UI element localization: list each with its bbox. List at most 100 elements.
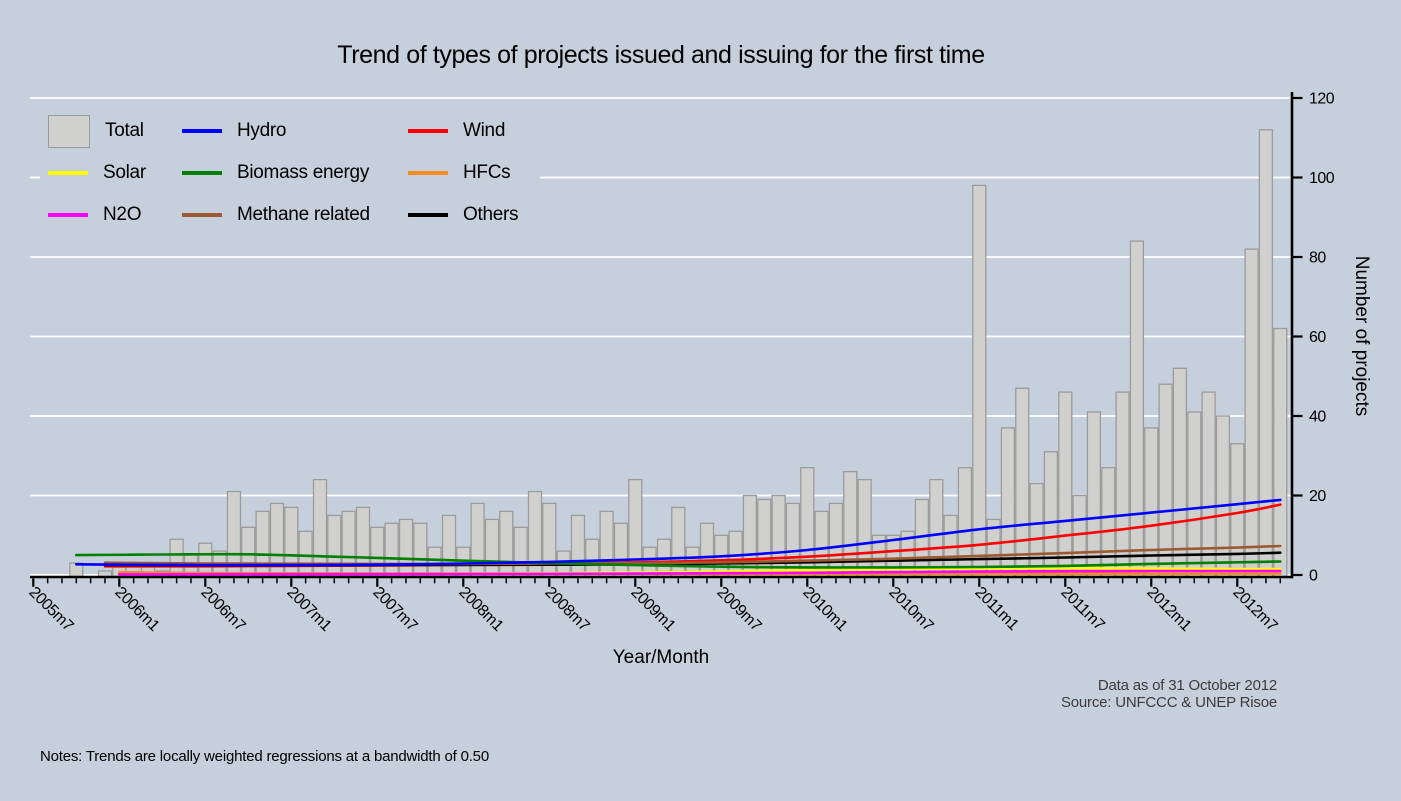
total-bar	[484, 518, 500, 578]
trend-line-hydro	[75, 498, 1282, 567]
y-tick-label: 60	[1309, 329, 1326, 346]
total-bar	[1115, 391, 1130, 578]
x-tick-label: 2010m1	[799, 584, 850, 635]
legend-swatch-line-solar	[48, 171, 88, 175]
total-bar	[1258, 129, 1274, 578]
source-block: Data as of 31 October 2012 Source: UNFCC…	[1060, 677, 1277, 711]
source-text: Source: UNFCCC & UNEP Risoe	[1060, 693, 1277, 711]
x-tick-label: 2010m7	[885, 584, 936, 635]
legend-item-n2o: N2O	[48, 204, 182, 226]
legend-label-hfcs: HFCs	[463, 162, 511, 183]
legend-swatch-line-others	[408, 213, 448, 217]
total-bar	[742, 494, 758, 578]
x-tick-label: 2008m7	[541, 584, 592, 635]
legend-label-solar: Solar	[103, 162, 146, 183]
legend-item-biomass-energy: Biomass energy	[182, 162, 408, 184]
total-bar	[1101, 467, 1116, 578]
total-bar	[1058, 391, 1073, 578]
y-tick-label: 20	[1309, 488, 1326, 505]
legend-label-n2o: N2O	[103, 204, 142, 225]
total-bar	[1244, 248, 1259, 578]
legend-swatch-line-hydro	[182, 129, 222, 133]
total-bar	[341, 510, 356, 578]
y-tick-label: 120	[1309, 91, 1335, 108]
total-bar	[1029, 482, 1044, 578]
total-bar	[1230, 443, 1245, 578]
total-bar	[169, 538, 184, 578]
legend-item-solar: Solar	[48, 162, 182, 184]
legend-item-others: Others	[408, 204, 548, 226]
legend-label-others: Others	[463, 204, 519, 225]
legend-item-methane-related: Methane related	[182, 204, 408, 226]
trend-line-n2o	[118, 569, 1282, 576]
total-bar	[585, 538, 600, 578]
total-bar	[785, 502, 801, 578]
total-bar	[1158, 383, 1173, 578]
total-bar	[1172, 367, 1188, 578]
total-bar	[241, 526, 256, 578]
total-bar	[1015, 387, 1030, 578]
legend-swatch-box-total	[48, 114, 90, 148]
x-tick-label: 2011m7	[1057, 584, 1107, 634]
legend-swatch-line-biomass-energy	[182, 171, 222, 175]
legend-swatch-line-hfcs	[408, 171, 448, 175]
total-bar	[757, 498, 772, 578]
total-bar	[298, 530, 313, 578]
legend-label-hydro: Hydro	[237, 120, 287, 141]
total-bar	[1273, 327, 1288, 578]
legend-item-wind: Wind	[408, 120, 548, 142]
total-bar	[327, 514, 342, 578]
y-axis-title: Number of projects	[1351, 256, 1372, 417]
x-tick-label: 2008m1	[455, 584, 506, 635]
legend-label-wind: Wind	[463, 120, 506, 141]
legend-label-biomass-energy: Biomass energy	[237, 162, 370, 183]
total-bar	[499, 510, 514, 578]
data-as-of-text: Data as of 31 October 2012	[1097, 677, 1277, 694]
total-bar	[570, 514, 586, 578]
y-tick-label: 80	[1309, 250, 1326, 267]
legend-item-hydro: Hydro	[182, 120, 408, 142]
y-tick-label: 40	[1309, 409, 1326, 426]
total-bar	[771, 494, 786, 578]
total-bar	[613, 522, 629, 578]
x-tick-label: 2005m7	[25, 584, 76, 635]
legend-item-hfcs: HFCs	[408, 162, 548, 184]
total-bar	[972, 184, 987, 578]
x-tick-label: 2009m7	[713, 584, 764, 635]
legend-label-methane-related: Methane related	[237, 204, 370, 225]
y-tick-label: 100	[1309, 170, 1335, 187]
x-tick-label: 2007m7	[369, 584, 420, 635]
total-bar	[441, 514, 457, 578]
x-tick-label: 2006m1	[111, 584, 162, 635]
total-bar	[828, 502, 844, 578]
trend-line-biomass-energy	[75, 552, 1282, 569]
legend-label-total: Total	[105, 120, 144, 141]
legend: Total Hydro Wind Solar Biomass energy HFCs N2O…	[40, 104, 540, 234]
total-bar	[599, 510, 614, 578]
total-bar	[370, 526, 385, 578]
notes-text: Notes: Trends are locally weighted regre…	[40, 748, 489, 765]
total-bar	[413, 522, 428, 578]
x-tick-label: 2012m7	[1229, 584, 1280, 635]
x-tick-label: 2006m7	[197, 584, 248, 635]
x-axis-title: Year/Month	[612, 647, 710, 668]
legend-swatch-line-methane-related	[182, 213, 222, 217]
total-bar	[384, 522, 399, 578]
legend-swatch-line-n2o	[48, 213, 88, 217]
total-bar	[312, 478, 328, 578]
y-tick-label: 0	[1309, 568, 1318, 585]
x-tick-label: 2012m1	[1143, 584, 1194, 635]
total-bar	[1187, 411, 1202, 578]
legend-swatch-line-wind	[408, 129, 448, 133]
trend-line-methane-related	[103, 544, 1282, 566]
total-bar	[513, 526, 528, 578]
trend-lines	[75, 498, 1282, 576]
page-title: Trend of types of projects issued and is…	[337, 41, 985, 69]
total-bar	[398, 518, 414, 578]
total-bar	[929, 478, 944, 578]
x-tick-label: 2011m1	[971, 584, 1021, 634]
legend-item-total: Total	[48, 114, 182, 148]
total-bar	[699, 522, 715, 578]
x-tick-label: 2007m1	[283, 584, 334, 635]
